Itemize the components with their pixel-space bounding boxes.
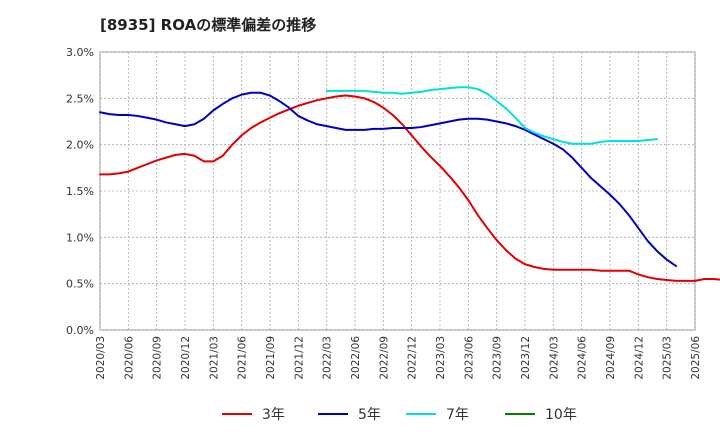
x-tick-label: 2024/06	[577, 336, 589, 380]
x-tick-label: 2022/09	[378, 336, 390, 380]
x-tick-label: 2024/09	[605, 336, 617, 380]
grid-lines	[99, 51, 696, 331]
series-line-2	[99, 91, 678, 268]
x-tick-label: 2020/03	[95, 336, 107, 380]
x-tick-label: 2025/03	[662, 336, 674, 380]
x-tick-label: 2023/09	[492, 336, 504, 380]
series-line-1	[99, 94, 720, 282]
x-tick-label: 2021/09	[265, 336, 277, 380]
y-tick-label: 0.0%	[66, 324, 94, 337]
y-tick-label: 2.5%	[66, 92, 94, 105]
y-tick-label: 2.0%	[66, 139, 94, 152]
x-tick-label: 2022/12	[407, 336, 419, 380]
x-tick-label: 2023/12	[520, 336, 532, 380]
legend: 3年 5年 7年 10年	[222, 407, 577, 423]
chart-title: [8935] ROAの標準偏差の推移	[100, 16, 317, 34]
legend-label: 10年	[545, 407, 577, 423]
x-tick-label: 2020/06	[123, 336, 135, 380]
x-tick-label: 2020/09	[152, 336, 164, 380]
x-tick-label: 2021/03	[208, 336, 220, 380]
y-tick-label: 1.5%	[66, 185, 94, 198]
x-tick-label: 2025/06	[690, 336, 702, 380]
y-tick-label: 1.0%	[66, 231, 94, 244]
x-tick-label: 2024/03	[548, 336, 560, 380]
y-tick-label: 0.5%	[66, 278, 94, 291]
x-axis: 2020/03 2020/06 2020/09 2020/12 2021/03 2021/…	[95, 336, 702, 380]
y-axis: 0.0% 0.5% 1.0% 1.5% 2.0% 2.5% 3.0%	[66, 46, 94, 337]
x-tick-label: 2024/12	[633, 336, 645, 380]
x-tick-label: 2022/06	[350, 336, 362, 380]
series-line-3	[325, 86, 659, 145]
x-tick-label: 2023/06	[463, 336, 475, 380]
x-tick-label: 2020/12	[180, 336, 192, 380]
legend-label: 7年	[446, 407, 469, 423]
x-tick-label: 2023/03	[435, 336, 447, 380]
x-tick-label: 2021/12	[293, 336, 305, 380]
legend-label: 3年	[262, 407, 285, 423]
x-tick-label: 2022/03	[322, 336, 334, 380]
legend-label: 5年	[358, 407, 381, 423]
series-lines	[99, 86, 720, 282]
y-tick-label: 3.0%	[66, 46, 94, 59]
x-tick-label: 2021/06	[237, 336, 249, 380]
